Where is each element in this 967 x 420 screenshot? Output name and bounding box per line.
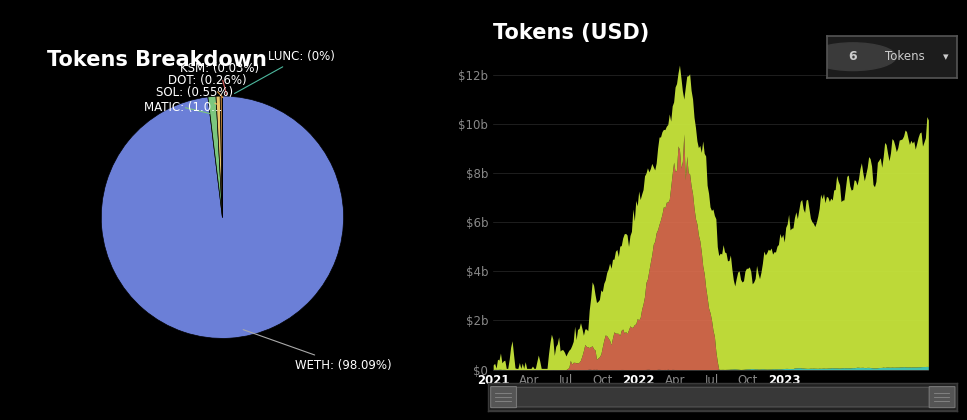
Wedge shape [102,96,343,339]
Text: 6: 6 [849,50,857,63]
Text: WETH: (98.09%): WETH: (98.09%) [244,330,392,372]
Text: Tokens Breakdown: Tokens Breakdown [46,50,267,70]
Wedge shape [220,96,222,217]
Wedge shape [216,96,222,217]
Text: LUNC: (0%): LUNC: (0%) [235,50,336,94]
FancyBboxPatch shape [488,383,957,411]
Wedge shape [208,96,222,217]
Text: Tokens (USD): Tokens (USD) [493,23,650,43]
Text: MATIC: (1.0...: MATIC: (1.0... [144,101,222,113]
FancyBboxPatch shape [929,386,955,408]
Circle shape [809,43,896,71]
FancyBboxPatch shape [498,387,948,407]
Text: KSM: (0.03%): KSM: (0.03%) [180,62,259,94]
FancyBboxPatch shape [490,386,516,408]
Text: DOT: (0.26%): DOT: (0.26%) [168,74,247,97]
Text: SOL: (0.55%): SOL: (0.55%) [156,86,233,105]
Text: ▾: ▾ [943,52,949,62]
Text: Tokens: Tokens [885,50,925,63]
